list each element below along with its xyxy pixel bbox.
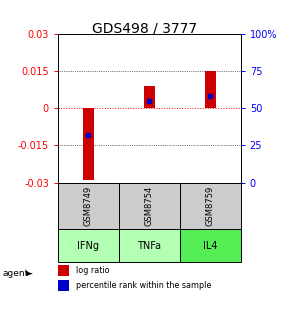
Bar [205, 71, 216, 108]
Text: log ratio: log ratio [76, 266, 110, 275]
Bar [119, 183, 180, 229]
Text: GSM8759: GSM8759 [206, 186, 215, 226]
Bar [83, 108, 94, 180]
Bar [180, 229, 241, 262]
Text: TNFa: TNFa [137, 241, 161, 251]
Bar [119, 229, 180, 262]
Text: percentile rank within the sample: percentile rank within the sample [76, 281, 212, 290]
Bar [58, 265, 69, 276]
Text: GDS498 / 3777: GDS498 / 3777 [93, 22, 197, 36]
Text: IFNg: IFNg [77, 241, 99, 251]
Text: GSM8754: GSM8754 [145, 186, 154, 226]
Bar [58, 280, 69, 291]
Text: ►: ► [26, 269, 32, 278]
Bar [58, 229, 119, 262]
Text: GSM8749: GSM8749 [84, 186, 93, 226]
Bar [144, 86, 155, 108]
Text: agent: agent [3, 269, 29, 278]
Text: IL4: IL4 [203, 241, 218, 251]
Bar [58, 183, 119, 229]
Bar [180, 183, 241, 229]
